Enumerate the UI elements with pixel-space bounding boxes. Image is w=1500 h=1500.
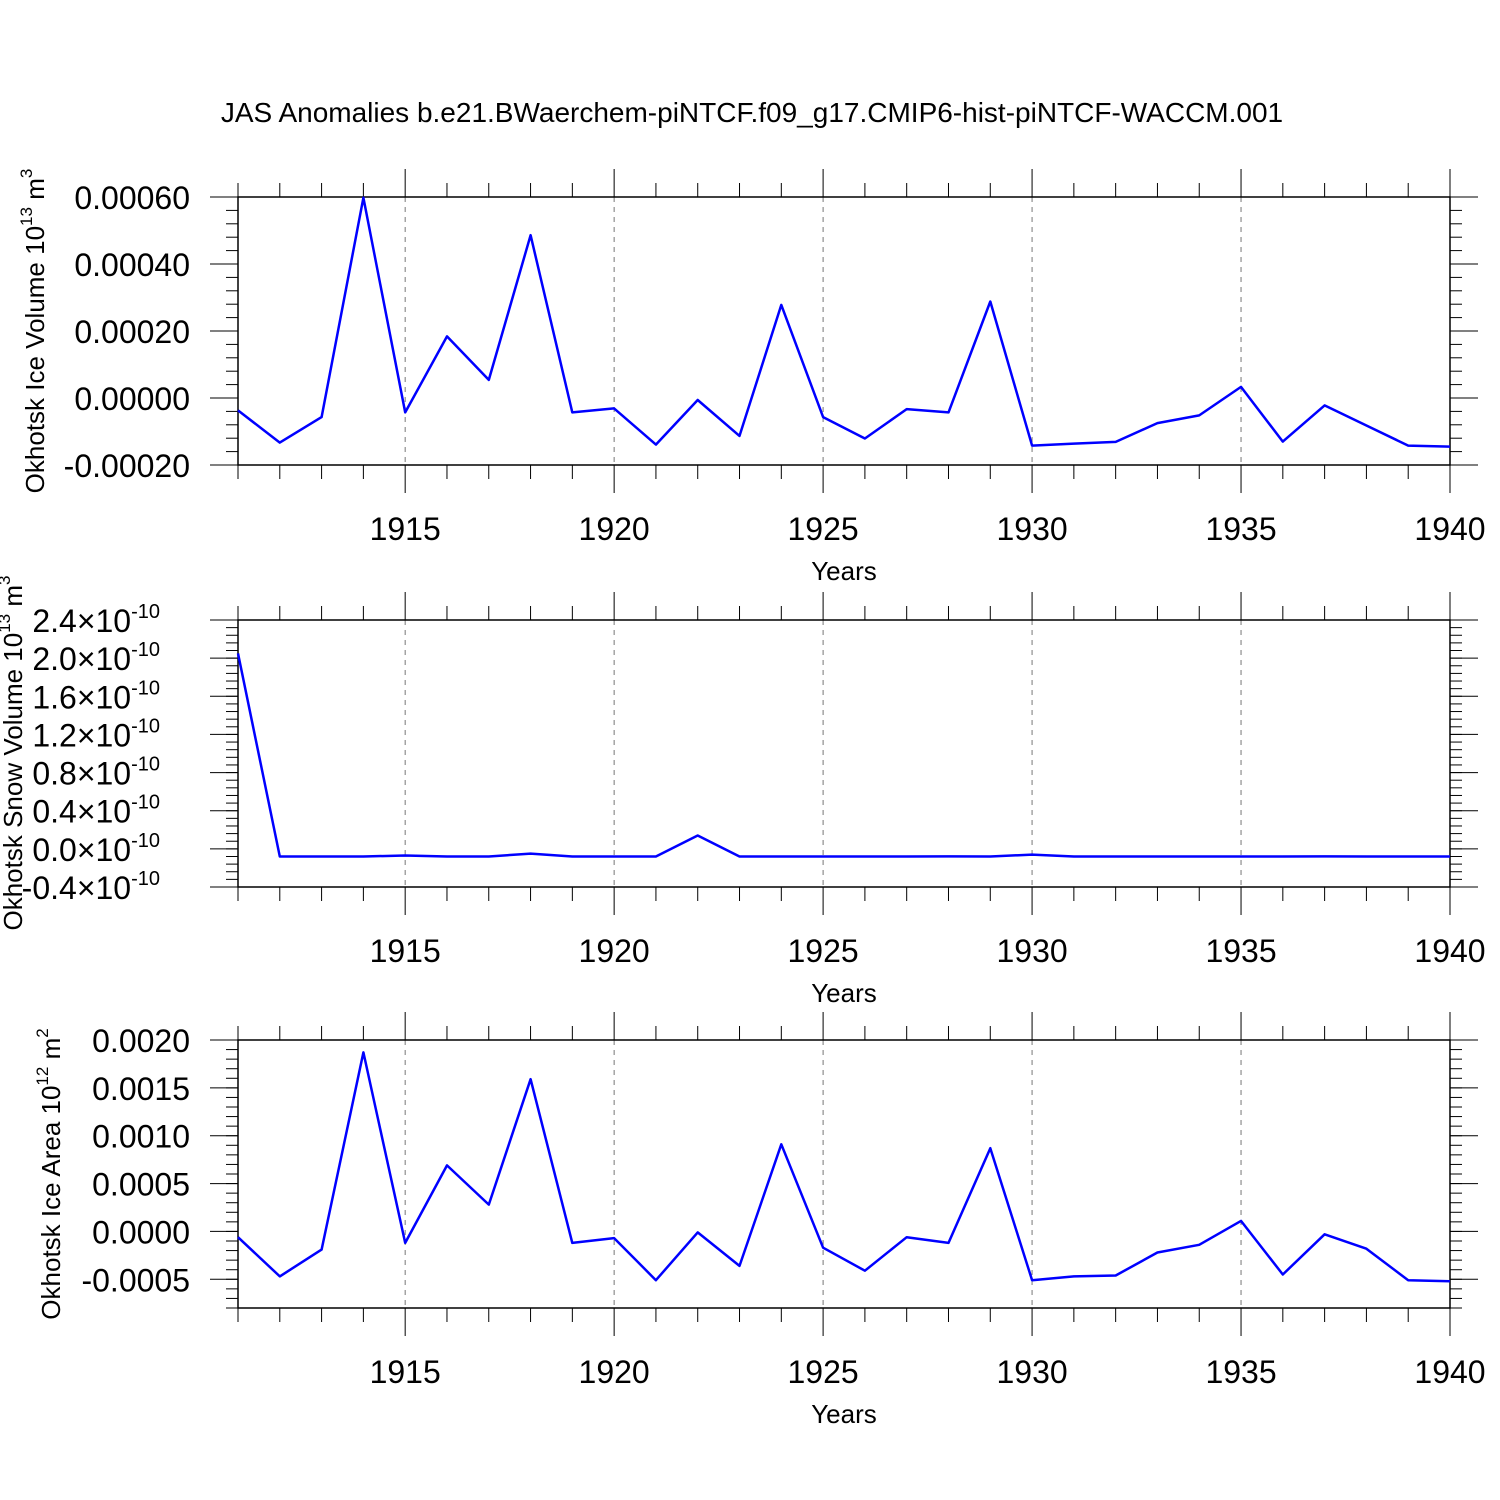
series-line — [237, 196, 1451, 448]
x-tick-label: 1915 — [370, 1354, 441, 1390]
x-tick-label: 1935 — [1205, 933, 1276, 969]
chart-panel-2: 1915 1920 1925 1930 1935 1940 2.4×10-102.0×10-… — [0, 576, 1486, 1009]
x-axis-label: Years — [811, 978, 877, 1008]
y-axis-label: Okhotsk Ice Volume 1013 m3 — [17, 169, 50, 494]
series-line — [236, 653, 1450, 858]
chart-panel-3: 1915 1920 1925 1930 1935 1940 0.0020 0.0015 0.00… — [33, 1012, 1486, 1429]
plot-frame — [237, 619, 1451, 888]
x-tick-label: 1920 — [579, 511, 650, 547]
y-tick-label: -0.0005 — [81, 1262, 190, 1298]
x-tick-label: 1930 — [996, 933, 1067, 969]
chart-title: JAS Anomalies b.e21.BWaerchem-piNTCF.f09… — [221, 97, 1283, 128]
y-tick-label: 0.0005 — [92, 1167, 190, 1203]
panels: 1915 1920 1925 1930 1935 1940 0.00060 0.00040 0.… — [0, 169, 1486, 1429]
x-tick-label: 1940 — [1414, 1354, 1485, 1390]
y-axis-label: Okhotsk Snow Volume 1013 m3 — [0, 576, 28, 931]
y-tick-label: 2.0×10-10 — [32, 639, 160, 677]
y-tick-label: 0.00000 — [74, 381, 190, 417]
x-tick-label: 1915 — [370, 511, 441, 547]
plot-frame — [237, 1039, 1451, 1309]
x-tick-label: 1935 — [1205, 511, 1276, 547]
series-line — [237, 1051, 1451, 1283]
y-tick-label: -0.00020 — [64, 448, 190, 484]
chart-panel-1: 1915 1920 1925 1930 1935 1940 0.00060 0.00040 0.… — [17, 169, 1486, 586]
y-tick-label: 0.0020 — [92, 1023, 190, 1059]
x-tick-label: 1930 — [996, 1354, 1067, 1390]
y-tick-label: 0.0010 — [92, 1119, 190, 1155]
y-tick-label: 1.6×10-10 — [32, 677, 160, 715]
y-tick-label: 0.00020 — [74, 314, 190, 350]
y-tick-label: 0.0×10-10 — [32, 830, 160, 868]
y-tick-label: 0.00040 — [74, 247, 190, 283]
y-tick-label: 0.0015 — [92, 1071, 190, 1107]
x-tick-label: 1930 — [996, 511, 1067, 547]
x-axis-label: Years — [811, 556, 877, 586]
y-tick-label: -0.4×10-10 — [22, 868, 160, 906]
y-tick-label: 0.4×10-10 — [32, 792, 160, 830]
x-axis-label: Years — [811, 1399, 877, 1429]
x-tick-label: 1920 — [579, 1354, 650, 1390]
x-tick-label: 1940 — [1414, 933, 1485, 969]
x-tick-label: 1925 — [788, 933, 859, 969]
x-tick-label: 1940 — [1414, 511, 1485, 547]
x-tick-label: 1935 — [1205, 1354, 1276, 1390]
x-tick-label: 1920 — [579, 933, 650, 969]
y-tick-label: 0.0000 — [92, 1214, 190, 1250]
y-tick-label: 0.00060 — [74, 180, 190, 216]
y-tick-label: 2.4×10-10 — [32, 601, 160, 639]
y-tick-label: 0.8×10-10 — [32, 754, 160, 792]
x-tick-label: 1925 — [788, 511, 859, 547]
y-tick-label: 1.2×10-10 — [32, 715, 160, 753]
plot-frame — [237, 196, 1451, 466]
y-axis-label: Okhotsk Ice Area 1012 m2 — [33, 1028, 66, 1319]
x-tick-label: 1925 — [788, 1354, 859, 1390]
x-tick-label: 1915 — [370, 933, 441, 969]
